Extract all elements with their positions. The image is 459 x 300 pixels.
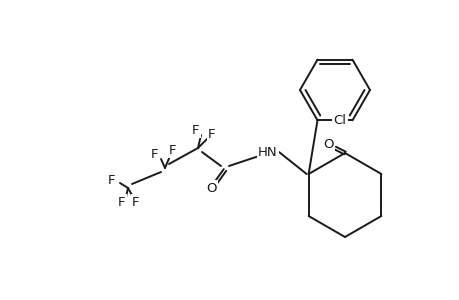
Text: F: F [151,148,158,160]
Text: O: O [206,182,217,194]
Text: F: F [108,173,116,187]
Text: F: F [132,196,140,208]
Text: F: F [118,196,125,208]
Text: Cl: Cl [333,114,346,127]
Text: F: F [169,143,176,157]
Text: HN: HN [257,146,277,158]
Text: O: O [323,139,334,152]
Text: F: F [208,128,215,140]
Text: F: F [192,124,199,136]
